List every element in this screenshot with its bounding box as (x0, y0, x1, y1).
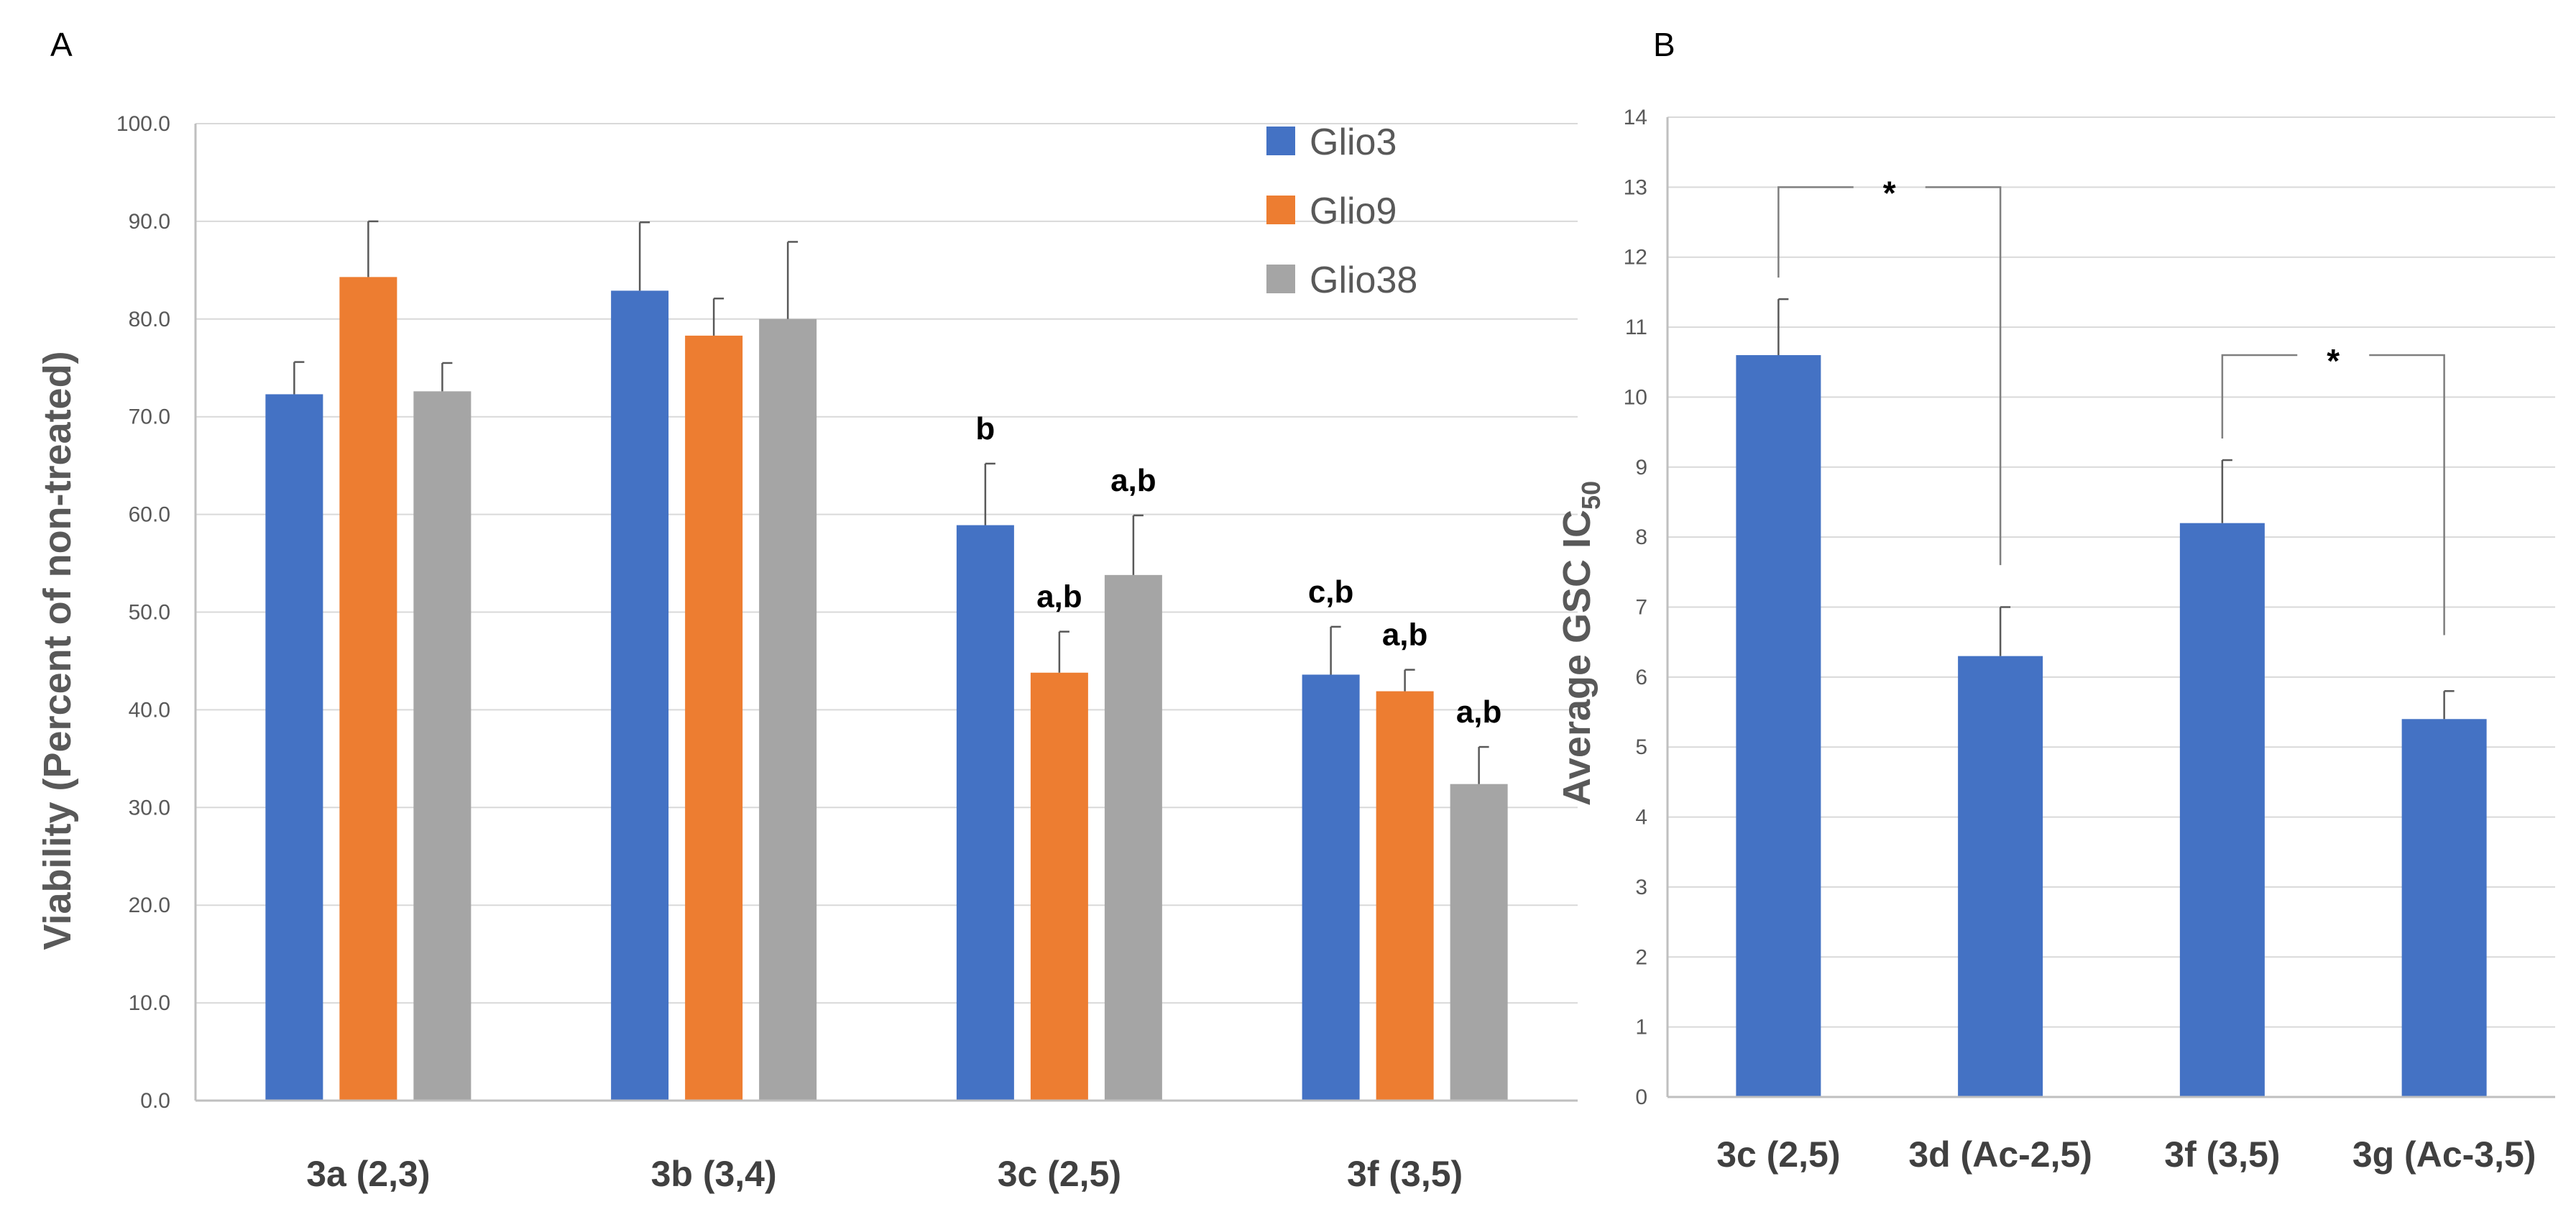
panel-a-y-tick-label: 70.0 (129, 405, 170, 429)
panel-a-bar-glio38 (413, 391, 472, 1101)
panel-b-significance-bracket (1777, 186, 2002, 566)
panel-b-y-tick-label: 9 (1635, 456, 1647, 479)
panel-a-bar-glio9 (1376, 691, 1434, 1101)
panel-b-x-categories: 3c (2,5) 3d (Ac-2,5) 3f (3,5) 3g (Ac-3,5) (1716, 1134, 2536, 1175)
panel-a-y-tick-label: 80.0 (129, 308, 170, 331)
panel-b-significance-star: * (2327, 342, 2340, 380)
panel-a-legend-swatch-glio3 (1266, 127, 1295, 155)
panel-a-bar-glio3 (611, 290, 669, 1101)
panel-a-y-tick-label: 40.0 (129, 698, 170, 722)
panel-a-legend: Glio3 Glio9 Glio38 (1266, 121, 1417, 301)
panel-b-bar (1736, 355, 1821, 1097)
panel-b-y-tick-label: 2 (1635, 945, 1647, 969)
panel-a-bar-glio38 (1104, 574, 1162, 1101)
panel-a-legend-label: Glio9 (1310, 190, 1397, 232)
panel-b-y-tick-label: 1 (1635, 1016, 1647, 1039)
panel-a-y-tick-label: 0.0 (140, 1089, 170, 1113)
panel-a-significance-label: c,b (1308, 574, 1354, 610)
panel-a-gridlines (196, 123, 1578, 1004)
panel-a-y-tick-label: 50.0 (129, 601, 170, 625)
panel-a-legend-swatch-glio38 (1266, 265, 1295, 293)
panel-b-y-tick-label: 4 (1635, 806, 1647, 830)
panel-b-y-tick-label: 13 (1624, 175, 1647, 199)
panel-a-y-tick-label: 20.0 (129, 894, 170, 917)
panel-a-y-axis-label: Viability (Percent of non-treated) (36, 351, 79, 950)
panel-a-y-tick-label: 100.0 (116, 112, 170, 136)
panel-b-significance-bracket (2221, 354, 2445, 635)
panel-a-legend-label: Glio3 (1310, 121, 1397, 163)
panel-b-y-tick-label: 14 (1624, 106, 1647, 129)
panel-b-category-label: 3f (3,5) (2164, 1134, 2280, 1175)
panel-b-significance-brackets: ** (1777, 174, 2445, 635)
panel-a-letter: A (50, 26, 73, 63)
panel-b-bars (1736, 355, 2487, 1097)
panel-a-bar-glio3 (265, 394, 323, 1101)
panel-a-significance-label: a,b (1110, 463, 1156, 498)
panel-b-y-tick-label: 8 (1635, 525, 1647, 549)
panel-b-category-label: 3g (Ac-3,5) (2352, 1134, 2536, 1175)
panel-a-category-label: 3a (2,3) (306, 1154, 430, 1194)
panel-a-legend-label: Glio38 (1310, 260, 1417, 301)
panel-a-y-tick-label: 60.0 (129, 503, 170, 527)
panel-a-x-categories: 3a (2,3) 3b (3,4) 3c (2,5) 3f (3,5) (306, 1154, 1463, 1194)
panel-b-bar (2179, 523, 2265, 1097)
panel-b-y-tick-label: 0 (1635, 1085, 1647, 1109)
panel-b-y-tick-label: 7 (1635, 596, 1647, 620)
panel-a-significance-label: a,b (1382, 618, 1428, 653)
panel-a-significance-label: b (975, 411, 995, 446)
panel-a-significance-label: a,b (1456, 694, 1502, 730)
panel-a-viability-chart: A 0.0 10.0 20.0 30.0 40.0 50.0 60.0 70.0 80.0 90.… (36, 26, 1578, 1194)
panel-b-letter: B (1653, 26, 1675, 63)
panel-b-y-tick-label: 11 (1625, 316, 1647, 339)
panel-a-bar-glio9 (339, 277, 397, 1101)
panel-b-y-axis-label: Average GSC IC50 (1555, 481, 1606, 806)
panel-a-bar-glio38 (1450, 784, 1508, 1101)
panel-b-category-label: 3d (Ac-2,5) (1908, 1134, 2092, 1175)
panel-a-y-tick-label: 90.0 (129, 210, 170, 234)
panel-a-y-ticks: 0.0 10.0 20.0 30.0 40.0 50.0 60.0 70.0 80.0 90.0 1… (116, 112, 170, 1113)
panel-b-y-axis-label-main: Average GSC IC (1555, 510, 1598, 806)
panel-a-significance-label: a,b (1036, 579, 1082, 615)
panel-a-bars (265, 277, 1508, 1101)
panel-a-significance-labels: b a,b a,b c,b a,b a,b (975, 411, 1501, 730)
panel-b-bar (1958, 656, 2043, 1097)
panel-a-bar-glio3 (956, 525, 1014, 1101)
panel-b-significance-star: * (1883, 174, 1896, 211)
panel-a-category-label: 3b (3,4) (651, 1154, 777, 1194)
panel-b-error-bars (1777, 298, 2455, 720)
panel-a-y-tick-label: 30.0 (129, 796, 170, 820)
panel-b-category-label: 3c (2,5) (1716, 1134, 1840, 1175)
panel-b-y-axis-label-subscript: 50 (1576, 481, 1606, 510)
panel-a-error-bars (293, 220, 1489, 784)
panel-a-bar-glio3 (1302, 674, 1360, 1101)
panel-b-y-tick-label: 12 (1624, 246, 1647, 270)
panel-a-legend-swatch-glio9 (1266, 196, 1295, 224)
panel-a-y-tick-label: 10.0 (129, 991, 170, 1015)
panel-b-y-tick-label: 6 (1635, 666, 1647, 689)
panel-a-bar-glio38 (759, 318, 817, 1101)
panel-a-category-label: 3c (2,5) (998, 1154, 1121, 1194)
panel-a-bar-glio9 (1030, 672, 1088, 1101)
panel-b-y-tick-label: 5 (1635, 735, 1647, 759)
panel-a-bar-glio9 (685, 335, 743, 1101)
panel-a-category-label: 3f (3,5) (1347, 1154, 1463, 1194)
panel-b-y-tick-label: 3 (1635, 876, 1647, 899)
panel-b-y-tick-label: 10 (1624, 385, 1647, 409)
panel-b-bar (2401, 719, 2487, 1097)
